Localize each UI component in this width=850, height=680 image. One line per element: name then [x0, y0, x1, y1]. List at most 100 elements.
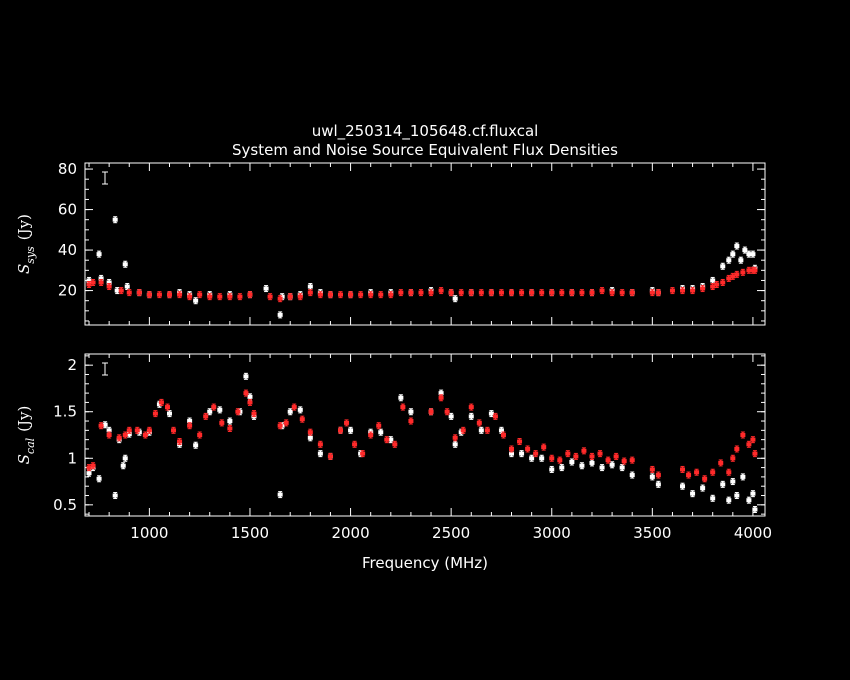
- scal-series-1-point: [557, 456, 563, 464]
- ssys-series-1-point: [327, 291, 333, 299]
- scal-series-1-point: [694, 468, 700, 476]
- scal-series-1-point: [533, 450, 539, 458]
- scal-series-1-point: [90, 462, 96, 470]
- scal-series-0-point: [734, 492, 740, 500]
- scal-series-0-point: [609, 461, 615, 469]
- ssys-series-1-point: [746, 266, 752, 274]
- scal-series-1-point: [152, 410, 158, 418]
- scal-series-1-point: [746, 440, 752, 448]
- scal-series-0-point: [112, 492, 118, 500]
- ssys-series-1-point: [418, 289, 424, 297]
- ssys-series-1-point: [509, 289, 515, 297]
- scal-series-1-point: [597, 450, 603, 458]
- scal-series-1-point: [384, 436, 390, 444]
- ssys-series-1-point: [348, 291, 354, 299]
- ssys-series-1-point: [307, 289, 313, 297]
- ssys-ylabel-main: S: [15, 264, 33, 274]
- scal-series-1-point: [277, 422, 283, 430]
- scal-series-1-point: [344, 419, 350, 427]
- scal-series-0-point: [740, 473, 746, 481]
- scal-series-0-point: [452, 440, 458, 448]
- x-tick-label: 1500: [231, 524, 269, 542]
- scal-series-0-point: [655, 480, 661, 488]
- scal-series-1-point: [408, 417, 414, 425]
- ssys-plot-frame: [84, 162, 766, 326]
- scal-series-1-point: [227, 424, 233, 432]
- ssys-series-0-point: [746, 250, 752, 258]
- scal-series-1-point: [750, 436, 756, 444]
- scal-grid-ticks: 0.5 1 1.5 2: [53, 354, 765, 516]
- scal-series-1-point: [368, 431, 374, 439]
- panel-ssys: 20 40 60 80 Ssys (Jy): [15, 160, 766, 326]
- scal-points: [86, 372, 758, 513]
- scal-y-tick-label: 2: [67, 356, 77, 374]
- scal-series-1-point: [565, 450, 571, 458]
- scal-series-1-point: [549, 454, 555, 462]
- ssys-series-0-point: [742, 246, 748, 254]
- ssys-series-1-point: [267, 293, 273, 301]
- ssys-series-1-point: [338, 291, 344, 299]
- scal-series-1-point: [605, 456, 611, 464]
- scal-series-0-point: [539, 454, 545, 462]
- scal-series-1-point: [126, 426, 132, 434]
- scal-series-1-point: [730, 454, 736, 462]
- scal-series-0-point: [378, 428, 384, 436]
- scal-series-1-point: [438, 394, 444, 402]
- x-tick-label: 3500: [633, 524, 671, 542]
- scal-ylabel-unit: (Jy): [15, 406, 33, 432]
- scal-series-0-point: [398, 394, 404, 402]
- x-tick-label: 2500: [432, 524, 470, 542]
- scal-series-1-point: [613, 452, 619, 460]
- ssys-series-1-point: [277, 295, 283, 303]
- ssys-y-tick-label: 60: [58, 201, 77, 219]
- ssys-ylabel-sub: sys: [24, 246, 37, 264]
- scal-series-1-point: [142, 431, 148, 439]
- ssys-series-1-point: [136, 289, 142, 297]
- ssys-series-0-point: [193, 297, 199, 305]
- ssys-series-1-point: [649, 289, 655, 297]
- scal-series-1-point: [376, 422, 382, 430]
- svg-text:Ssys(Jy): Ssys (Jy): [15, 214, 37, 274]
- ssys-series-1-point: [90, 278, 96, 286]
- scal-series-0-point: [448, 412, 454, 420]
- scal-series-1-point: [243, 389, 249, 397]
- ssys-series-1-point: [207, 293, 213, 301]
- ssys-series-0-point: [307, 283, 313, 291]
- ssys-series-1-point: [247, 291, 253, 299]
- scal-series-1-point: [235, 408, 241, 416]
- ssys-series-1-point: [589, 289, 595, 297]
- scal-series-1-point: [197, 431, 203, 439]
- ssys-series-1-point: [752, 266, 758, 274]
- ssys-series-1-point: [619, 289, 625, 297]
- scal-series-0-point: [690, 490, 696, 498]
- ssys-series-1-point: [297, 293, 303, 301]
- ssys-y-tick-label: 80: [58, 160, 77, 178]
- chart-subtitle: System and Noise Source Equivalent Flux …: [232, 141, 618, 159]
- x-axis-label: Frequency (MHz): [362, 554, 488, 572]
- ssys-series-1-point: [358, 291, 364, 299]
- scal-series-1-point: [307, 428, 313, 436]
- scal-series-1-point: [392, 440, 398, 448]
- scal-series-1-point: [146, 426, 152, 434]
- ssys-series-0-point: [96, 250, 102, 258]
- scal-series-0-point: [348, 426, 354, 434]
- scal-series-1-point: [299, 415, 305, 423]
- ssys-series-1-point: [549, 289, 555, 297]
- scal-y-tick-label: 0.5: [53, 496, 77, 514]
- scal-series-1-point: [352, 440, 358, 448]
- ssys-series-1-point: [539, 289, 545, 297]
- scal-series-0-point: [649, 473, 655, 481]
- ssys-series-1-point: [569, 289, 575, 297]
- scal-series-1-point: [158, 398, 164, 406]
- ssys-series-1-point: [428, 289, 434, 297]
- scal-series-1-point: [649, 465, 655, 473]
- scal-series-1-point: [621, 457, 627, 465]
- x-tick-label: 3000: [533, 524, 571, 542]
- ssys-series-1-point: [655, 289, 661, 297]
- ssys-series-1-point: [398, 289, 404, 297]
- scal-series-1-point: [680, 465, 686, 473]
- scal-series-1-point: [171, 426, 177, 434]
- ssys-series-1-point: [106, 283, 112, 291]
- scal-series-0-point: [317, 450, 323, 458]
- scal-series-0-point: [730, 478, 736, 486]
